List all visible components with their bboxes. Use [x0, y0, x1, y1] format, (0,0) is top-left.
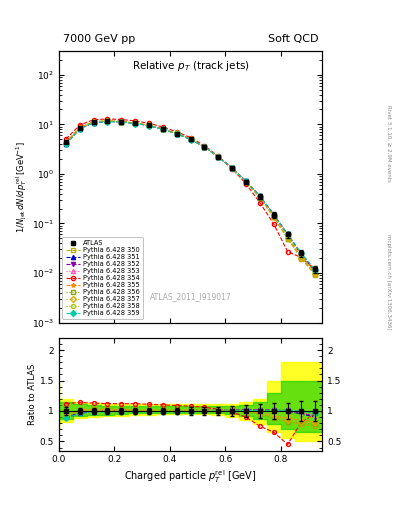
X-axis label: Charged particle $p_T^\mathrm{rel}$ [GeV]: Charged particle $p_T^\mathrm{rel}$ [GeV… — [125, 468, 257, 485]
Y-axis label: Ratio to ATLAS: Ratio to ATLAS — [28, 364, 37, 425]
Text: ATLAS_2011_I919017: ATLAS_2011_I919017 — [150, 292, 231, 301]
Text: Relative $p_T$ (track jets): Relative $p_T$ (track jets) — [132, 59, 250, 73]
Legend: ATLAS, Pythia 6.428 350, Pythia 6.428 351, Pythia 6.428 352, Pythia 6.428 353, P: ATLAS, Pythia 6.428 350, Pythia 6.428 35… — [62, 237, 143, 319]
Text: mcplots.cern.ch [arXiv:1306.3436]: mcplots.cern.ch [arXiv:1306.3436] — [386, 234, 391, 329]
Text: 7000 GeV pp: 7000 GeV pp — [63, 33, 135, 44]
Text: Rivet 3.1.10, ≥ 2.9M events: Rivet 3.1.10, ≥ 2.9M events — [386, 105, 391, 182]
Text: Soft QCD: Soft QCD — [268, 33, 318, 44]
Y-axis label: $1/N_\mathrm{jet}\,dN/dp_T^\mathrm{rel}\,[\mathrm{GeV}^{-1}]$: $1/N_\mathrm{jet}\,dN/dp_T^\mathrm{rel}\… — [15, 141, 29, 233]
